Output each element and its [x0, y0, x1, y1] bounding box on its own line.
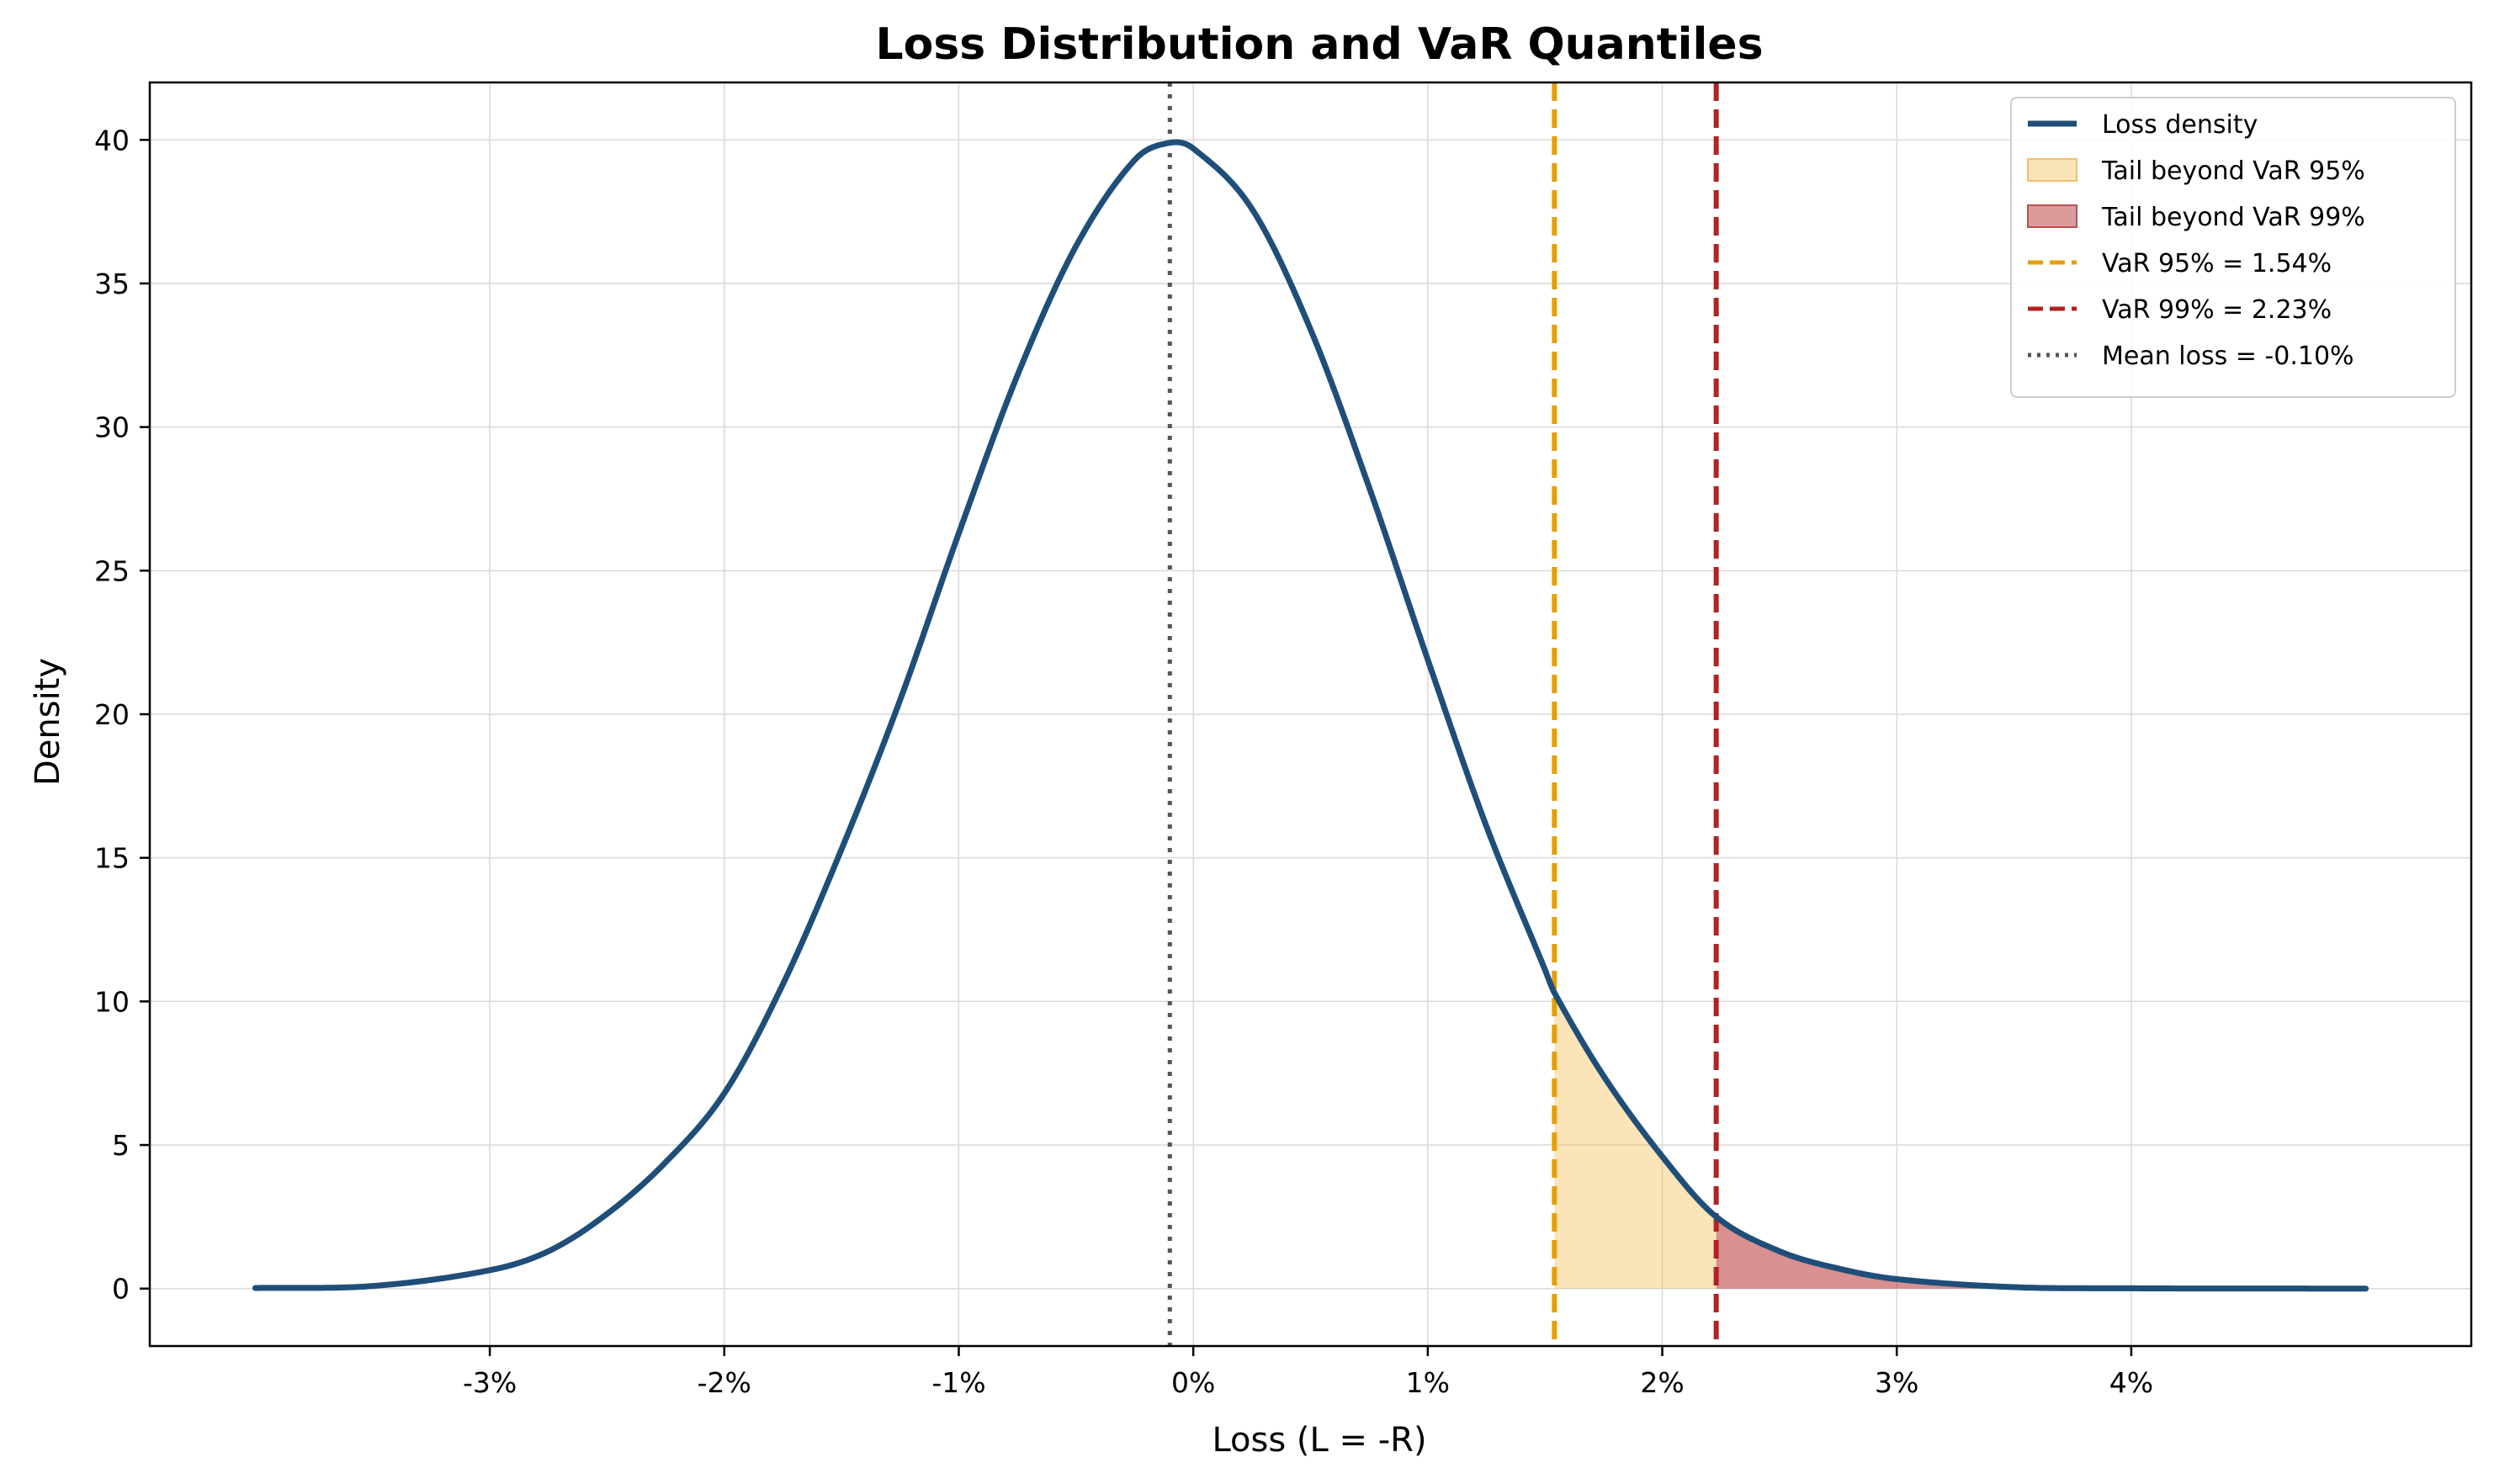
- y-tick-label: 5: [112, 1129, 130, 1162]
- y-tick-label: 20: [94, 698, 130, 731]
- loss-density-line: [252, 139, 2369, 1292]
- x-tick-label: 4%: [2109, 1366, 2153, 1399]
- legend: Loss density Tail beyond VaR 95% Tail beyo…: [2010, 97, 2456, 398]
- y-tick-label: 30: [94, 411, 130, 444]
- legend-label: Mean loss = -0.10%: [2102, 342, 2354, 371]
- y-axis-label: Density: [29, 658, 67, 786]
- legend-label: Tail beyond VaR 95%: [2101, 156, 2365, 186]
- legend-label: Tail beyond VaR 99%: [2101, 203, 2365, 232]
- x-tick-label: 0%: [1171, 1366, 1215, 1399]
- reference-lines: [1167, 82, 1719, 1346]
- y-tick-label: 10: [94, 985, 130, 1018]
- density-series: [252, 139, 2369, 1292]
- tail-fill-var99: [1716, 1216, 2366, 1289]
- chart-title: Loss Distribution and VaR Quantiles: [875, 19, 1763, 70]
- y-tick-label: 40: [94, 124, 130, 156]
- x-tick-label: -2%: [698, 1366, 751, 1399]
- legend-box: [2010, 97, 2456, 398]
- x-tick-label: -3%: [463, 1366, 517, 1399]
- x-tick-label: 3%: [1875, 1366, 1918, 1399]
- x-tick-label: 1%: [1406, 1366, 1450, 1399]
- legend-label: VaR 95% = 1.54%: [2102, 249, 2332, 278]
- y-tick-label: 15: [94, 842, 130, 875]
- legend-label: VaR 99% = 2.23%: [2102, 295, 2332, 325]
- legend-swatch: [2027, 158, 2077, 182]
- y-tick-label: 35: [94, 268, 130, 300]
- y-tick-label: 25: [94, 554, 130, 587]
- y-tick-label: 0: [112, 1273, 130, 1306]
- x-tick-label: -1%: [931, 1366, 985, 1399]
- legend-label: Loss density: [2102, 110, 2258, 140]
- y-axis-ticks: 0 5 10 15 20 25 30 35 40: [94, 124, 150, 1306]
- x-axis-label: Loss (L = -R): [1212, 1421, 1426, 1460]
- x-tick-label: 2%: [1640, 1366, 1684, 1399]
- legend-swatch: [2027, 204, 2077, 228]
- x-axis-ticks: -3% -2% -1% 0% 1% 2% 3% 4%: [463, 1346, 2153, 1399]
